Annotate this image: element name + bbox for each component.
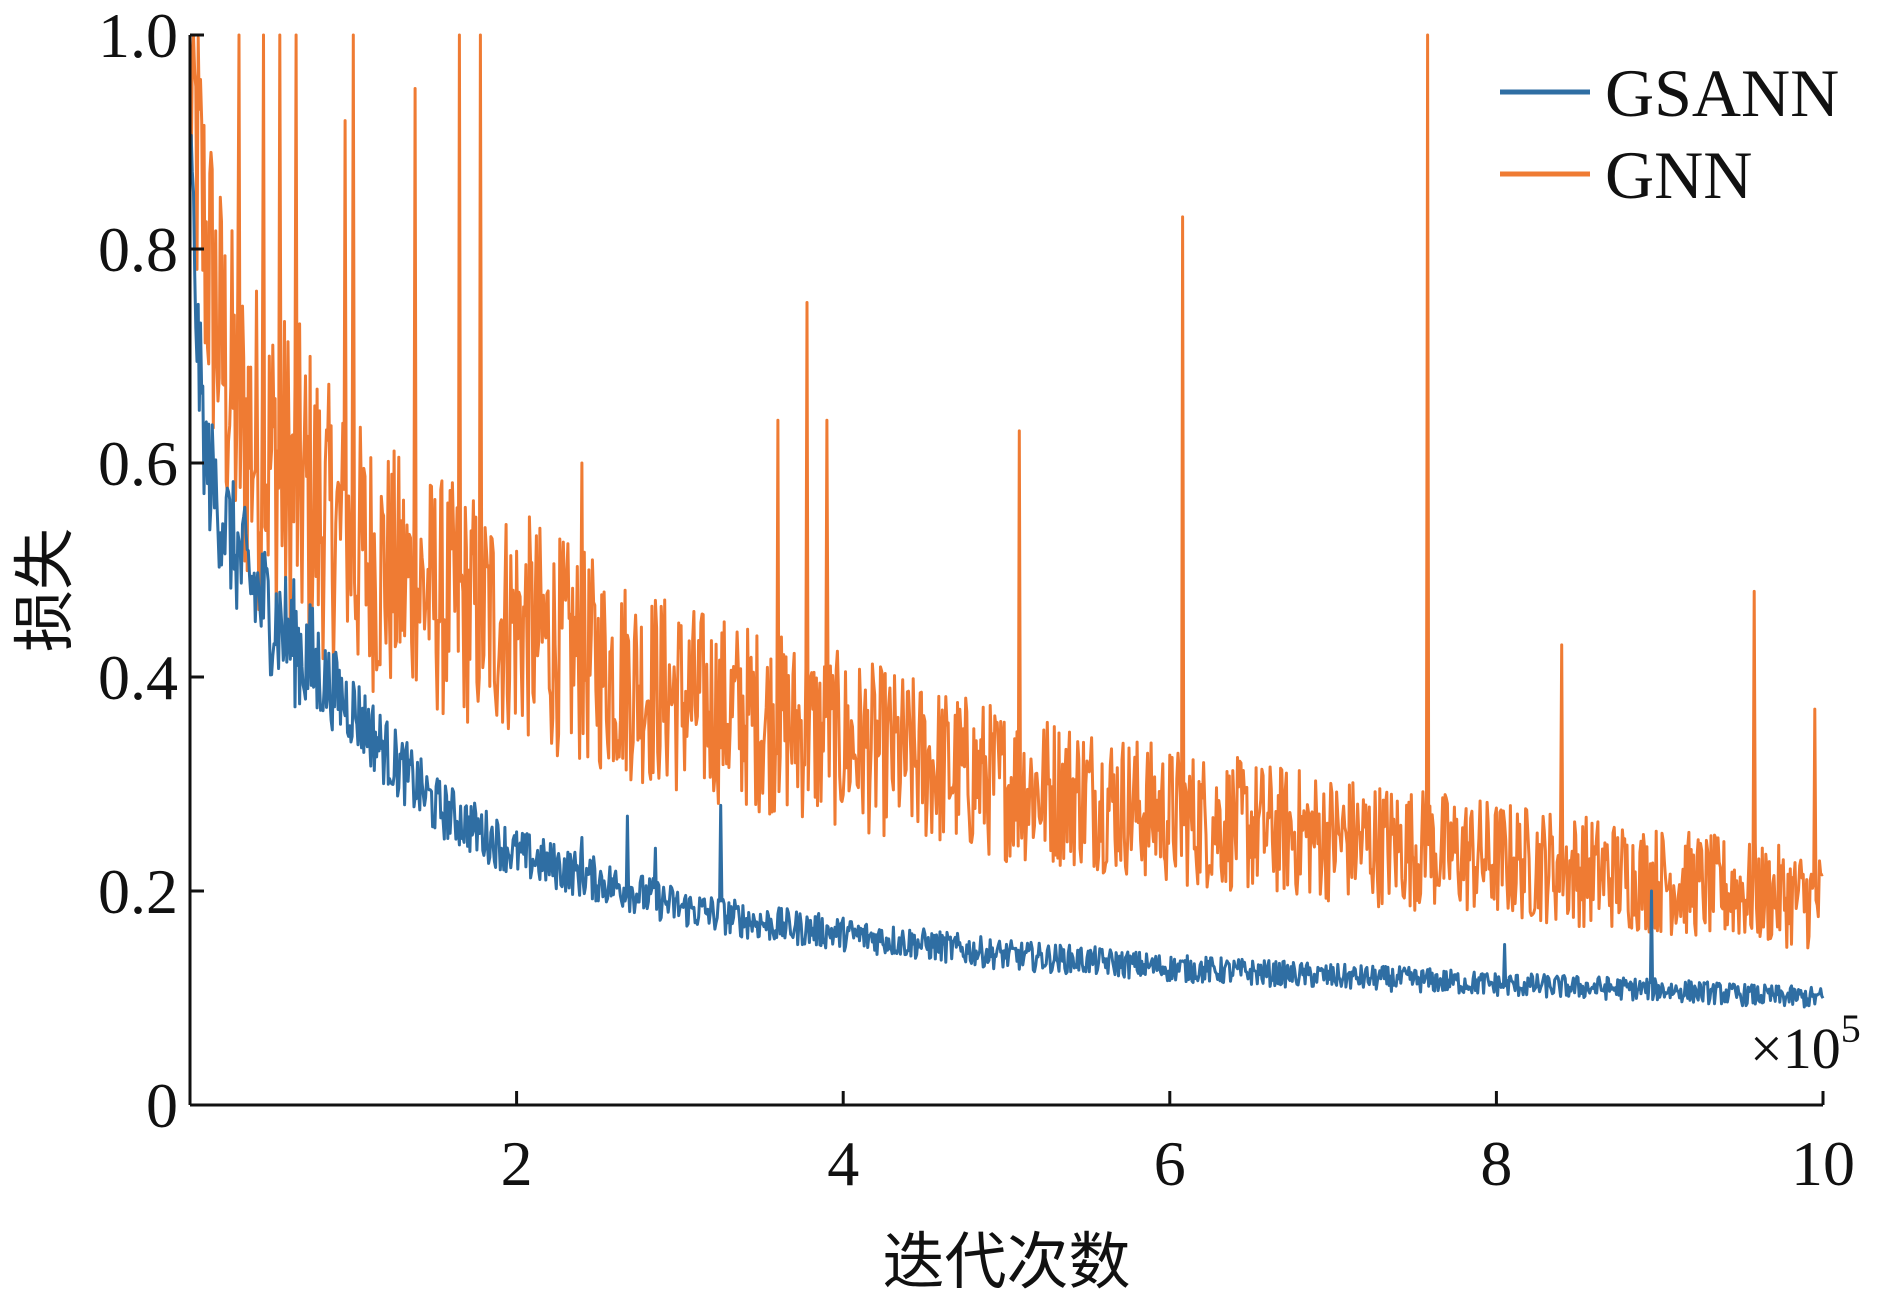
- y-tick-label: 1.0: [98, 0, 178, 71]
- x-multiplier-base: ×10: [1750, 1016, 1841, 1081]
- x-tick-label: 10: [1791, 1128, 1855, 1199]
- x-tick-label: 8: [1480, 1128, 1512, 1199]
- x-axis-ticks: 2 4 6 8 10: [501, 1091, 1855, 1199]
- x-tick-label: 4: [827, 1128, 859, 1199]
- x-tick-label: 6: [1154, 1128, 1186, 1199]
- x-tick-label: 2: [501, 1128, 533, 1199]
- y-tick-label: 0.6: [98, 428, 178, 499]
- x-multiplier-exponent: 5: [1841, 1006, 1861, 1051]
- y-tick-label: 0.8: [98, 214, 178, 285]
- series-group: [188, 33, 1825, 1009]
- y-tick-label: 0.2: [98, 856, 178, 927]
- axes-group: [188, 35, 1823, 1107]
- legend-label-gsann: GSANN: [1605, 55, 1839, 131]
- legend-label-gnn: GNN: [1605, 137, 1752, 213]
- series-line-gnn: [188, 33, 1824, 950]
- x-axis-title: 迭代次数: [882, 1225, 1130, 1298]
- y-tick-label: 0.4: [98, 642, 178, 713]
- y-tick-label: 0: [146, 1070, 178, 1141]
- x-axis-multiplier: ×105: [1750, 1006, 1861, 1081]
- y-axis-title: 损失: [8, 528, 81, 652]
- series-line-gsann: [188, 133, 1825, 1009]
- y-axis-ticks: 0 0.2 0.4 0.6 0.8 1.0: [98, 0, 204, 1141]
